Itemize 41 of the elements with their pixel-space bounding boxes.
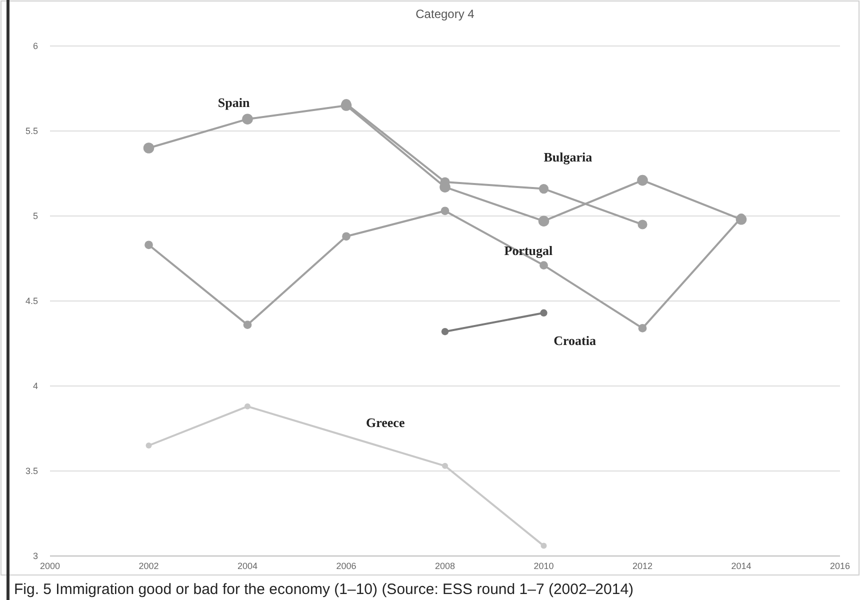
point (538, 184, 549, 194)
series-label: Bulgaria (544, 150, 593, 165)
point (441, 328, 449, 336)
y-tick-label: 3 (32, 551, 38, 562)
x-tick-label: 2004 (237, 561, 258, 571)
point (146, 442, 152, 448)
series-label: Spain (218, 95, 250, 110)
point (637, 174, 648, 186)
x-tick-label: 2006 (336, 561, 356, 571)
point (244, 403, 250, 410)
point (243, 320, 252, 329)
point (442, 462, 448, 469)
x-tick-label: 2014 (731, 561, 752, 571)
point (144, 240, 153, 250)
y-tick-label: 3.5 (25, 466, 38, 476)
point (638, 324, 647, 332)
x-tick-label: 2000 (40, 561, 60, 571)
y-tick-label: 4.5 (25, 296, 38, 306)
caption: Fig. 5 Immigration good or bad for the economy (1–10) (Source: ESS round 1–7 (2002–2014) (14, 581, 634, 598)
chart-title: Category 4 (416, 7, 475, 21)
series-label: Greece (366, 414, 405, 430)
point (638, 220, 648, 230)
x-tick-label: 2016 (830, 561, 850, 571)
point (242, 114, 253, 124)
y-tick-label: 4 (32, 381, 38, 392)
series-label: Portugal (504, 243, 554, 258)
x-tick-label: 2008 (434, 561, 456, 571)
x-tick-label: 2010 (534, 561, 554, 571)
point (540, 542, 547, 549)
point (540, 309, 548, 316)
x-tick-label: 2012 (632, 561, 653, 571)
series-label: Croatia (554, 333, 596, 348)
point (538, 216, 550, 226)
point (540, 261, 548, 270)
y-tick-label: 5.5 (25, 126, 38, 136)
point (143, 142, 154, 154)
y-tick-label: 5 (32, 211, 38, 222)
x-tick-label: 2002 (138, 561, 159, 571)
y-tick-label: 6 (32, 41, 38, 52)
point (440, 206, 450, 216)
point (342, 232, 350, 241)
